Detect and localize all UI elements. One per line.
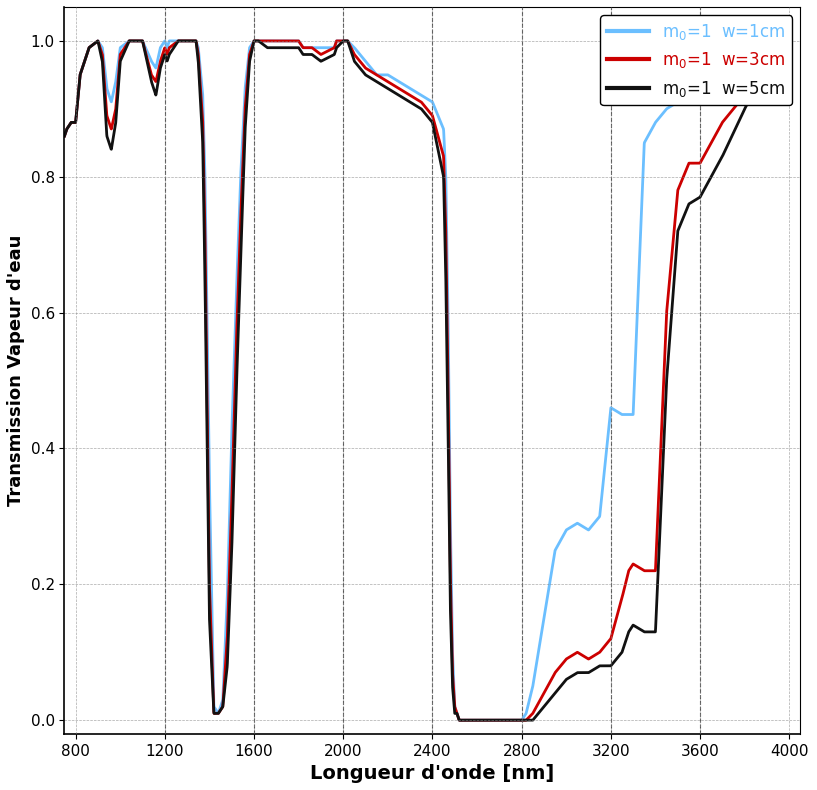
m$_0$=1  w=1cm: [454, 716, 464, 725]
m$_0$=1  w=3cm: [454, 716, 464, 725]
m$_0$=1  w=3cm: [784, 36, 794, 46]
m$_0$=1  w=5cm: [369, 75, 379, 85]
m$_0$=1  w=1cm: [185, 36, 195, 46]
m$_0$=1  w=3cm: [142, 55, 152, 64]
m$_0$=1  w=3cm: [124, 36, 134, 46]
m$_0$=1  w=3cm: [60, 131, 69, 141]
Line: m$_0$=1  w=3cm: m$_0$=1 w=3cm: [65, 41, 789, 720]
m$_0$=1  w=5cm: [337, 37, 347, 47]
m$_0$=1  w=1cm: [60, 131, 69, 141]
m$_0$=1  w=1cm: [784, 36, 794, 46]
m$_0$=1  w=5cm: [60, 131, 69, 141]
m$_0$=1  w=1cm: [770, 40, 780, 50]
m$_0$=1  w=5cm: [693, 194, 703, 204]
m$_0$=1  w=3cm: [693, 159, 703, 168]
m$_0$=1  w=5cm: [770, 53, 780, 62]
m$_0$=1  w=1cm: [369, 67, 379, 77]
m$_0$=1  w=3cm: [337, 36, 347, 46]
Y-axis label: Transmission Vapeur d'eau: Transmission Vapeur d'eau: [7, 235, 25, 506]
m$_0$=1  w=5cm: [185, 36, 195, 46]
Line: m$_0$=1  w=1cm: m$_0$=1 w=1cm: [65, 41, 789, 720]
Line: m$_0$=1  w=5cm: m$_0$=1 w=5cm: [65, 41, 789, 720]
Legend: m$_0$=1  w=1cm, m$_0$=1  w=3cm, m$_0$=1  w=5cm: m$_0$=1 w=1cm, m$_0$=1 w=3cm, m$_0$=1 w=…: [600, 15, 792, 105]
m$_0$=1  w=5cm: [784, 36, 794, 46]
X-axis label: Longueur d'onde [nm]: Longueur d'onde [nm]: [310, 764, 555, 783]
m$_0$=1  w=1cm: [124, 36, 134, 46]
m$_0$=1  w=3cm: [369, 69, 379, 78]
m$_0$=1  w=1cm: [693, 85, 703, 95]
m$_0$=1  w=1cm: [142, 47, 152, 57]
m$_0$=1  w=3cm: [185, 36, 195, 46]
m$_0$=1  w=5cm: [454, 716, 464, 725]
m$_0$=1  w=5cm: [124, 36, 134, 46]
m$_0$=1  w=5cm: [142, 58, 152, 68]
m$_0$=1  w=1cm: [337, 36, 347, 46]
m$_0$=1  w=3cm: [770, 49, 780, 58]
